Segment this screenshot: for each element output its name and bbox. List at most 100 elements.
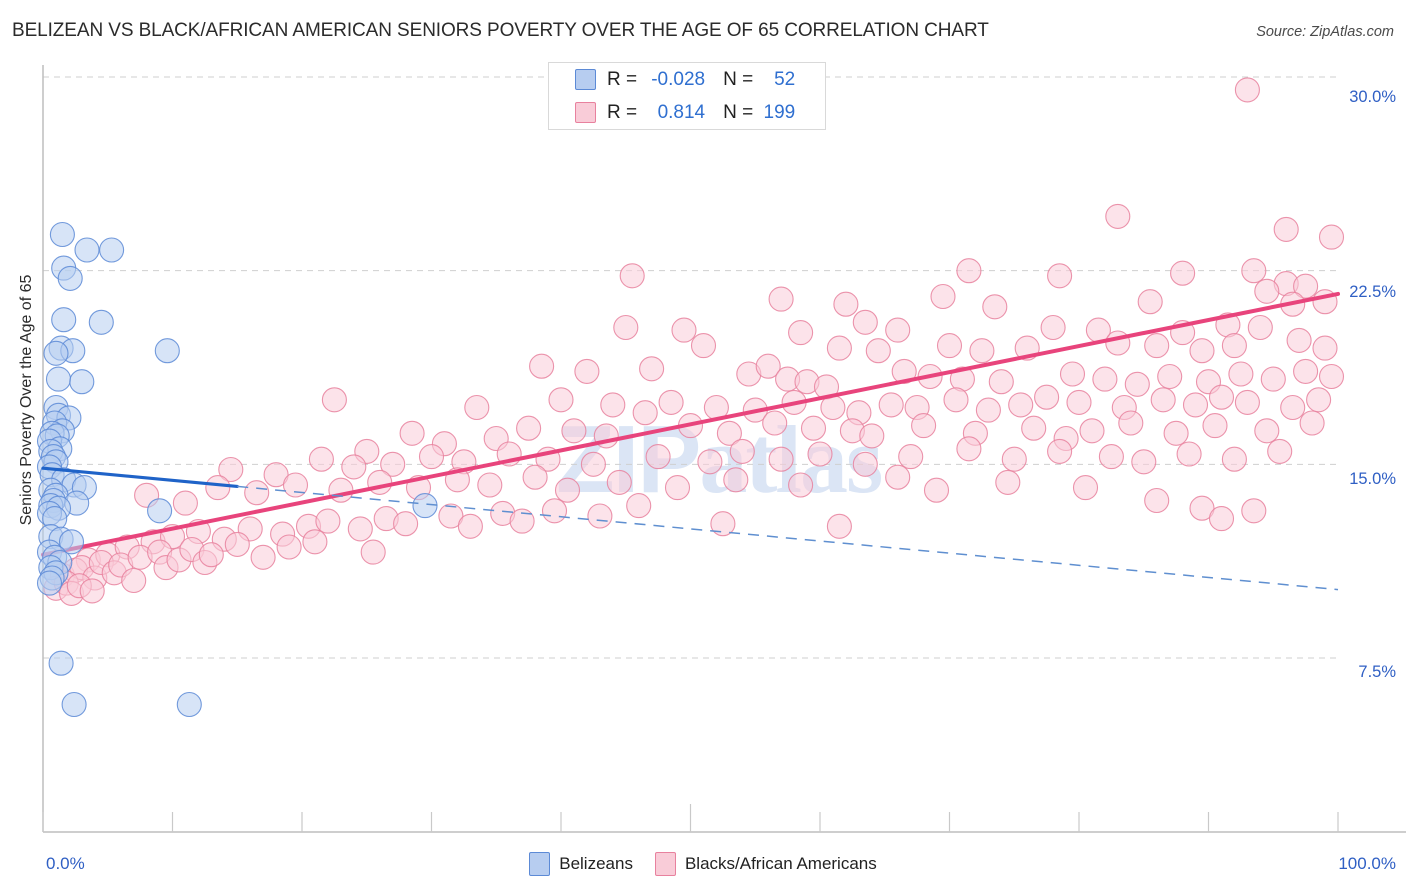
data-point — [762, 410, 788, 436]
data-point — [723, 467, 749, 493]
data-point — [885, 317, 911, 343]
data-point — [833, 291, 859, 317]
data-point — [69, 369, 95, 395]
data-point — [956, 436, 982, 462]
data-point — [1079, 418, 1105, 444]
data-point — [1241, 498, 1267, 524]
data-point — [412, 493, 438, 519]
data-point — [1189, 495, 1215, 521]
data-point — [619, 263, 645, 289]
data-point — [664, 475, 691, 501]
data-point — [438, 503, 464, 529]
data-point — [1318, 224, 1345, 250]
series-belizeans — [36, 221, 438, 718]
legend-item-blacks-african-americans[interactable]: Blacks/African Americans — [654, 852, 877, 876]
data-point — [61, 691, 87, 718]
x-tick-max: 100.0% — [1338, 854, 1396, 873]
data-point — [580, 451, 606, 477]
data-point — [58, 529, 85, 555]
data-point — [205, 475, 231, 501]
data-point — [891, 358, 917, 384]
data-point — [367, 469, 393, 495]
data-point — [43, 340, 69, 366]
data-point — [788, 472, 814, 498]
legend-label-belizeans: Belizeans — [559, 854, 633, 873]
source-attribution: Source: ZipAtlas.com — [1256, 24, 1394, 40]
data-point — [1254, 278, 1280, 304]
data-point — [995, 469, 1021, 495]
page-title: BELIZEAN VS BLACK/AFRICAN AMERICAN SENIO… — [12, 20, 989, 41]
data-point — [1254, 418, 1280, 444]
data-point — [1267, 438, 1293, 464]
data-point — [1189, 338, 1215, 364]
data-point — [302, 529, 328, 555]
data-point — [541, 498, 568, 524]
data-point — [574, 358, 600, 384]
data-point — [865, 338, 891, 364]
legend-color-blacks — [654, 852, 676, 876]
data-point — [1066, 389, 1092, 415]
data-point — [1059, 361, 1086, 387]
data-point — [509, 508, 535, 534]
trend-line-blacks-african-americans — [41, 291, 1340, 557]
series-legend: Belizeans Blacks/African Americans — [0, 852, 1406, 876]
data-point — [1182, 392, 1209, 418]
legend-swatch-belizeans — [575, 69, 596, 90]
data-point — [529, 353, 555, 379]
data-point — [1137, 289, 1163, 315]
data-point — [923, 477, 950, 503]
data-point — [936, 333, 963, 359]
data-point — [51, 307, 77, 333]
data-point — [982, 294, 1008, 320]
data-point — [218, 456, 244, 483]
data-point — [587, 503, 613, 529]
data-point — [898, 444, 924, 470]
data-point — [224, 531, 250, 557]
data-point — [561, 418, 587, 444]
data-point — [1208, 384, 1235, 410]
data-point — [399, 420, 425, 446]
legend-r-value-2: 0.814 — [657, 101, 706, 123]
data-point — [1008, 392, 1034, 418]
data-point — [1034, 384, 1060, 410]
data-point — [1144, 333, 1170, 359]
data-point — [1040, 314, 1066, 341]
data-point — [477, 472, 503, 498]
data-point — [198, 542, 224, 568]
data-point — [930, 283, 956, 310]
legend-item-belizeans[interactable]: Belizeans — [529, 852, 633, 876]
legend-n-value-1: 52 — [774, 68, 796, 90]
data-point — [1163, 420, 1189, 446]
data-point — [554, 477, 581, 503]
legend-swatch-blacks — [575, 102, 596, 123]
data-point — [606, 469, 632, 495]
data-point — [690, 333, 717, 359]
data-point — [147, 498, 173, 524]
data-point — [639, 356, 665, 382]
data-point — [613, 314, 639, 341]
data-point — [99, 237, 125, 263]
data-point — [1176, 441, 1202, 467]
data-point — [852, 451, 878, 477]
data-point — [632, 400, 658, 426]
stats-legend-row-blacks: R = 0.814 N = 199 — [549, 96, 825, 129]
data-point — [121, 567, 147, 594]
data-point — [1221, 446, 1247, 472]
y-tick-22-5: 22.5% — [1349, 283, 1396, 301]
legend-r-value-1: -0.028 — [651, 68, 706, 90]
data-point — [975, 397, 1001, 423]
data-point — [1047, 263, 1073, 289]
data-point — [548, 387, 574, 413]
legend-color-belizeans — [529, 852, 551, 876]
data-point — [852, 309, 878, 335]
x-tick-min: 0.0% — [46, 854, 85, 873]
data-point — [1157, 363, 1183, 390]
data-point — [1124, 371, 1150, 397]
data-point — [755, 353, 781, 379]
data-point — [671, 317, 697, 343]
y-tick-15: 15.0% — [1349, 470, 1396, 488]
data-point — [1001, 446, 1027, 472]
data-point — [457, 513, 483, 539]
data-point — [328, 477, 354, 503]
data-point — [710, 511, 736, 537]
